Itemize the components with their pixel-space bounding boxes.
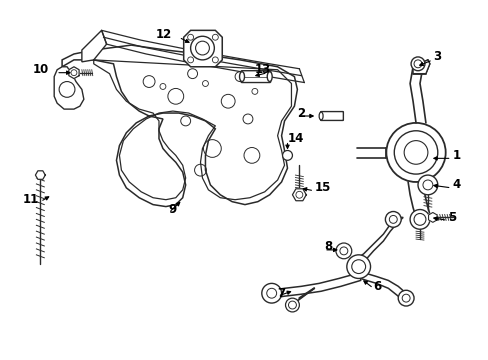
- Text: 12: 12: [156, 28, 172, 41]
- Circle shape: [410, 57, 424, 71]
- FancyBboxPatch shape: [320, 112, 343, 121]
- Text: 4: 4: [452, 179, 460, 192]
- Ellipse shape: [239, 72, 244, 82]
- Circle shape: [385, 212, 400, 227]
- Text: 8: 8: [324, 240, 332, 253]
- Ellipse shape: [267, 72, 272, 82]
- Circle shape: [417, 175, 437, 195]
- Circle shape: [261, 283, 281, 303]
- Circle shape: [397, 290, 413, 306]
- Polygon shape: [292, 189, 305, 201]
- Polygon shape: [183, 30, 222, 67]
- Text: 3: 3: [432, 50, 440, 63]
- Text: 5: 5: [447, 211, 455, 224]
- Polygon shape: [271, 259, 360, 298]
- Polygon shape: [62, 45, 297, 207]
- Circle shape: [285, 298, 299, 312]
- Circle shape: [346, 255, 370, 278]
- Circle shape: [335, 243, 351, 259]
- Circle shape: [59, 82, 75, 97]
- Ellipse shape: [319, 112, 323, 120]
- Text: 15: 15: [314, 181, 330, 194]
- Circle shape: [190, 36, 214, 60]
- Text: 7: 7: [277, 287, 285, 300]
- Text: 1: 1: [452, 149, 460, 162]
- Polygon shape: [54, 67, 83, 109]
- FancyBboxPatch shape: [241, 71, 270, 82]
- Text: 14: 14: [287, 132, 303, 145]
- Polygon shape: [81, 30, 106, 62]
- Circle shape: [386, 123, 445, 182]
- Text: 10: 10: [32, 63, 49, 76]
- Polygon shape: [35, 171, 45, 179]
- Polygon shape: [412, 60, 429, 74]
- Text: 11: 11: [22, 193, 39, 206]
- Text: 6: 6: [373, 280, 381, 293]
- Circle shape: [409, 210, 429, 229]
- Text: 13: 13: [254, 63, 270, 76]
- Text: 9: 9: [168, 203, 177, 216]
- Polygon shape: [69, 67, 79, 78]
- Polygon shape: [427, 212, 436, 222]
- Polygon shape: [360, 274, 409, 303]
- Circle shape: [282, 150, 292, 160]
- Text: 2: 2: [297, 107, 305, 120]
- Polygon shape: [356, 217, 402, 259]
